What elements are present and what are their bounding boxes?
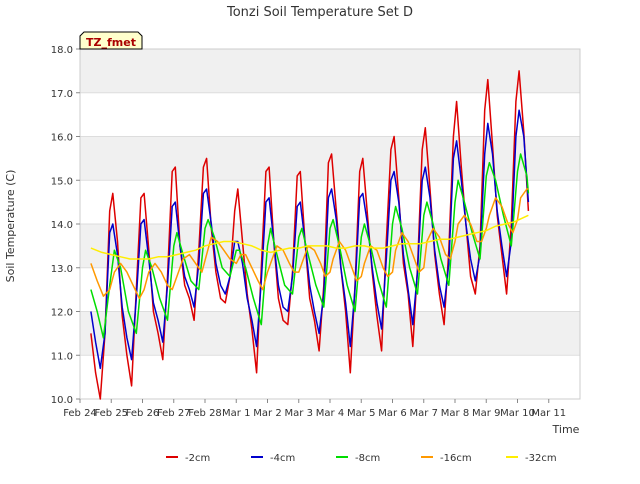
x-tick-label: Mar 11: [531, 408, 566, 419]
y-tick-label: 18.0: [51, 45, 73, 56]
x-axis-label: Time: [552, 423, 580, 436]
legend-label: -8cm: [355, 453, 380, 464]
x-tick-label: Mar 9: [472, 408, 500, 419]
legend: -2cm -4cm -8cm -16cm -32cm: [166, 453, 557, 464]
x-tick-label: Feb 24: [63, 408, 97, 419]
legend-label: -32cm: [525, 453, 557, 464]
series-line-16cmcm-depth: [90, 188, 529, 300]
series-line-32cmcm-depth: [90, 214, 529, 260]
grid-band: [80, 92, 580, 137]
y-tick-label: 16.0: [51, 133, 73, 144]
x-tick-label: Mar 6: [378, 408, 406, 419]
annotation-box-shape: [79, 31, 143, 50]
series-line-4cmcm-depth: [90, 109, 530, 370]
grid-band: [80, 355, 580, 399]
x-tick-label: Feb 27: [157, 408, 191, 419]
legend-label: -16cm: [440, 453, 472, 464]
annotation-label: TZ_fmet: [86, 36, 136, 49]
y-tick-label: 17.0: [51, 89, 73, 100]
chart-title: Tonzi Soil Temperature Set D: [226, 5, 413, 20]
grid-band: [80, 49, 580, 93]
x-tick-label: Mar 2: [253, 408, 281, 419]
x-tick-label: Mar 5: [347, 408, 375, 419]
y-tick-label: 11.0: [51, 351, 73, 362]
series-lines: [90, 70, 530, 400]
series-line-8cmcm-depth: [90, 153, 530, 339]
x-tick-label: Mar 7: [410, 408, 438, 419]
y-tick-label: 14.0: [51, 220, 73, 231]
x-tick-label: Mar 10: [500, 408, 535, 419]
y-tick-label: 10.0: [51, 395, 73, 406]
x-tick-label: Feb 26: [126, 408, 160, 419]
x-tick-label: Mar 4: [316, 408, 344, 419]
y-tick-label: 12.0: [51, 308, 73, 319]
y-axis: 10.0 11.0 12.0 13.0 14.0 15.0 16.0 17.0 18.0: [51, 45, 80, 406]
x-tick-label: Feb 28: [188, 408, 222, 419]
x-tick-label: Mar 3: [285, 408, 313, 419]
y-axis-label: Soil Temperature (C): [4, 170, 17, 283]
x-tick-label: Mar 1: [222, 408, 250, 419]
x-tick-label: Mar 8: [441, 408, 469, 419]
legend-label: -2cm: [185, 453, 210, 464]
x-tick-label: Feb 25: [94, 408, 128, 419]
y-tick-label: 13.0: [51, 264, 73, 275]
y-tick-label: 15.0: [51, 176, 73, 187]
annotation-box: TZ_fmet: [79, 31, 143, 50]
legend-label: -4cm: [270, 453, 295, 464]
